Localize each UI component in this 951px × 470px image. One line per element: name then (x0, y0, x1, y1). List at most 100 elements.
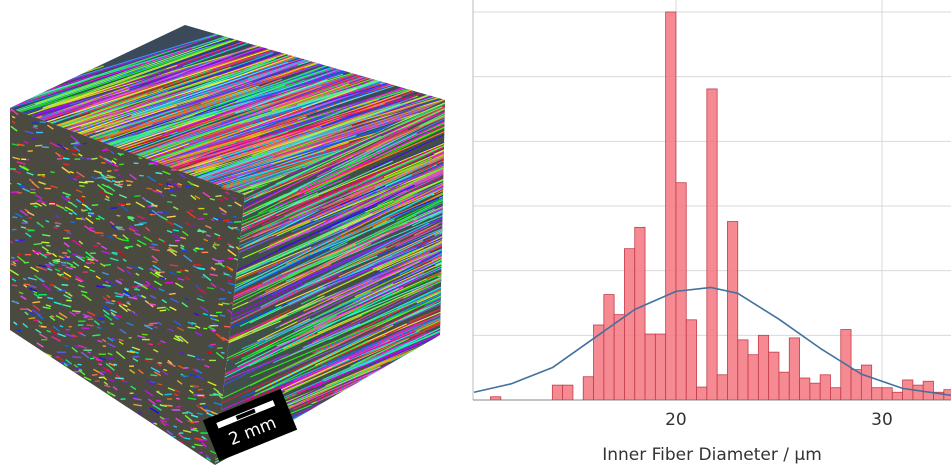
fiber-end (41, 454, 52, 463)
fiber-end (183, 437, 191, 440)
fiber (439, 140, 445, 224)
fiber-end (22, 322, 29, 329)
fiber-end (169, 297, 179, 304)
fiber-end (22, 219, 28, 224)
fiber-end (152, 421, 158, 425)
fiber-end (100, 192, 109, 196)
fiber-end (190, 428, 199, 432)
fiber (243, 108, 350, 148)
fiber-end (33, 242, 43, 246)
bar (737, 339, 749, 400)
fiber (422, 100, 445, 163)
fiber (10, 25, 248, 112)
fiber-end (53, 285, 62, 291)
fiber-end (149, 294, 157, 299)
fiber-end (39, 365, 47, 371)
fiber-end (10, 415, 16, 419)
fiber-end (93, 170, 103, 174)
fiber (330, 379, 445, 465)
fiber (252, 301, 318, 333)
fiber-end (136, 243, 142, 248)
fiber-end (201, 403, 208, 409)
bar (624, 248, 636, 400)
fiber-end (56, 272, 62, 277)
fiber-end (28, 351, 36, 354)
fiber-end (209, 450, 218, 455)
fiber (325, 205, 445, 300)
fiber-end (220, 287, 225, 292)
fiber-end (31, 137, 38, 141)
fiber (339, 392, 386, 414)
fiber-end (64, 344, 70, 347)
bar (582, 376, 594, 400)
fiber-end (221, 336, 231, 343)
fiber-end (237, 453, 243, 458)
fiber (432, 429, 445, 457)
fiber-end (26, 376, 34, 382)
fiber-end (159, 441, 167, 446)
fiber (331, 391, 445, 465)
fiber-end (126, 266, 133, 270)
fiber-end (174, 393, 179, 397)
fiber-end (103, 464, 112, 465)
fiber (202, 119, 402, 179)
fiber-end (191, 386, 200, 389)
fiber-end (149, 322, 158, 325)
fiber (297, 252, 438, 319)
fiber-end (65, 291, 73, 297)
fiber (441, 314, 445, 380)
fiber-end (55, 151, 61, 158)
fiber-end (113, 363, 118, 366)
fiber-end (57, 153, 66, 159)
fiber-end (117, 228, 125, 231)
fiber-end (91, 175, 97, 181)
fiber-end (156, 189, 163, 194)
fiber-end (161, 370, 169, 376)
fiber-end (167, 387, 176, 392)
fiber-end (114, 180, 124, 184)
fiber (309, 173, 420, 222)
fiber-end (38, 251, 48, 259)
fiber (332, 330, 420, 368)
bar (613, 314, 625, 400)
fiber-end (150, 456, 159, 460)
fiber (207, 118, 298, 149)
fiber-end (33, 274, 41, 280)
fiber (390, 178, 445, 219)
fiber-end (64, 206, 74, 212)
fiber-end (42, 268, 48, 271)
scale-bar-box (202, 388, 298, 462)
fiber (241, 193, 287, 215)
fiber (338, 227, 445, 278)
fiber (288, 200, 445, 307)
fiber-end (201, 442, 207, 447)
fiber (316, 377, 445, 465)
fiber-end (10, 445, 15, 448)
fiber (427, 357, 445, 390)
fiber (350, 136, 445, 192)
fiber-end (91, 395, 97, 400)
fiber-end (105, 452, 114, 457)
fiber-end (99, 423, 108, 430)
fiber-end (10, 359, 14, 363)
fiber (443, 286, 445, 319)
fiber-end (51, 423, 59, 428)
fiber-end (163, 211, 170, 214)
fiber (446, 255, 498, 278)
fiber (274, 175, 350, 208)
fiber-end (182, 429, 192, 433)
fiber-end (206, 313, 216, 320)
fiber-end (25, 232, 32, 238)
fiber (372, 359, 445, 461)
fiber-end (190, 194, 197, 201)
fiber-end (75, 421, 85, 429)
fiber-end (22, 277, 27, 281)
fiber-end (227, 278, 232, 282)
fiber-end (189, 461, 196, 465)
fiber-end (112, 440, 117, 445)
fiber-end (94, 231, 104, 234)
fiber-end (102, 271, 109, 276)
fiber-end (40, 174, 46, 178)
fiber (433, 114, 445, 155)
fiber-end (89, 227, 94, 230)
